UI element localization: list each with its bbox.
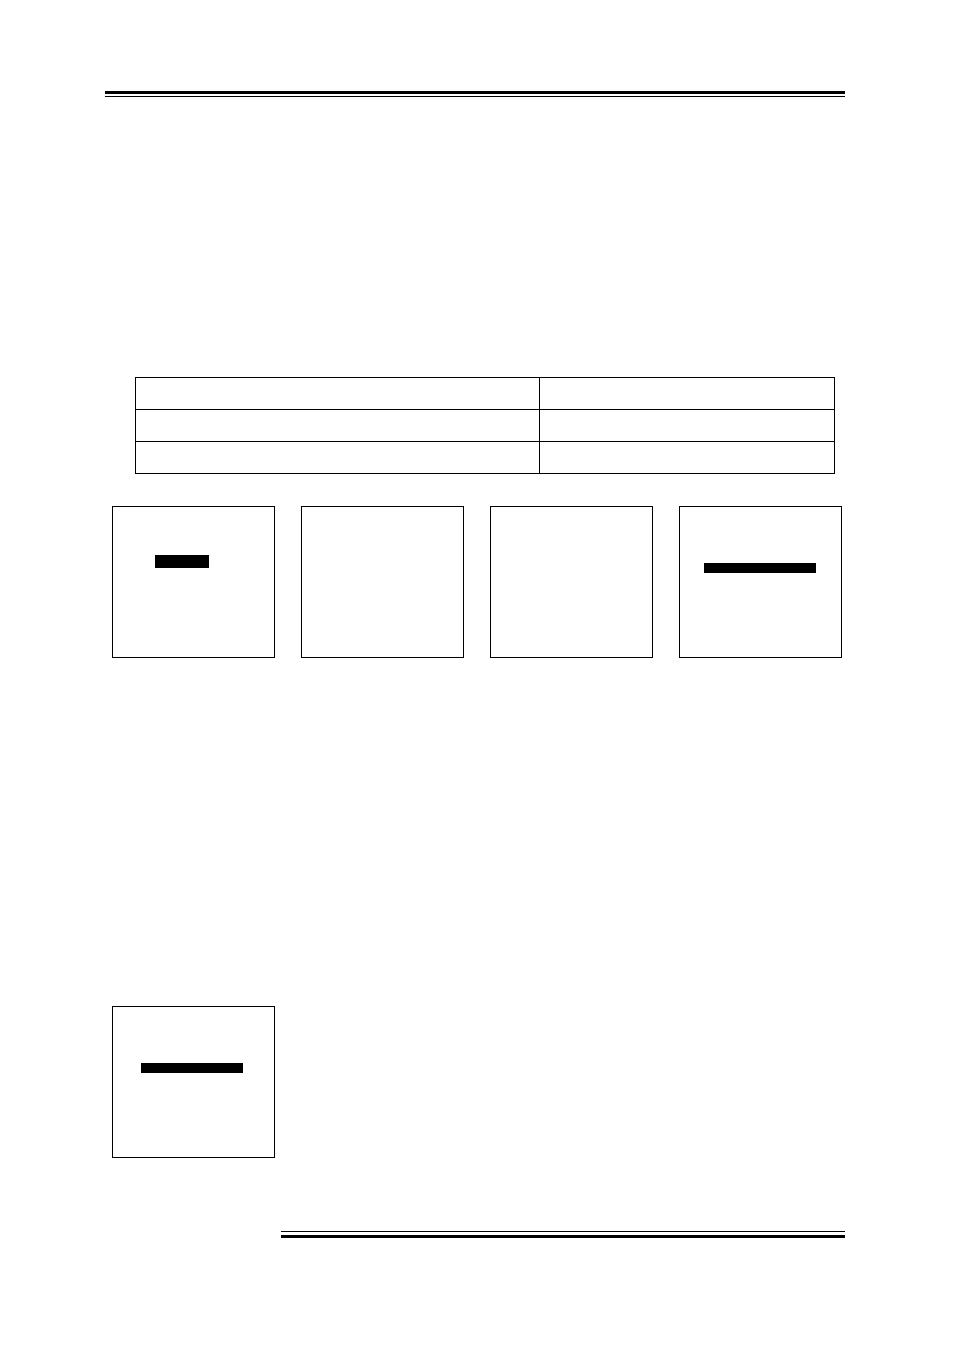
upper-panel-row <box>112 506 842 658</box>
table-cell <box>136 410 540 442</box>
table-cell <box>540 378 835 410</box>
page <box>0 0 954 1351</box>
lower-panel <box>112 1006 275 1158</box>
panel-4 <box>679 506 842 658</box>
spec-table <box>135 377 835 474</box>
panel-3 <box>490 506 653 658</box>
table-cell <box>136 442 540 474</box>
table-cell <box>540 442 835 474</box>
footer-rule-thin <box>281 1231 845 1232</box>
panel-4-bar <box>704 563 816 573</box>
panel-1-bar <box>155 555 209 568</box>
table-row <box>136 378 835 410</box>
panel-1 <box>112 506 275 658</box>
header-rule-thick <box>105 91 845 94</box>
table-cell <box>540 410 835 442</box>
header-rule-thin <box>105 96 845 97</box>
table-cell <box>136 378 540 410</box>
table-row <box>136 410 835 442</box>
panel-2 <box>301 506 464 658</box>
table-row <box>136 442 835 474</box>
lower-panel-bar <box>141 1063 243 1073</box>
footer-rule-thick <box>281 1235 845 1238</box>
